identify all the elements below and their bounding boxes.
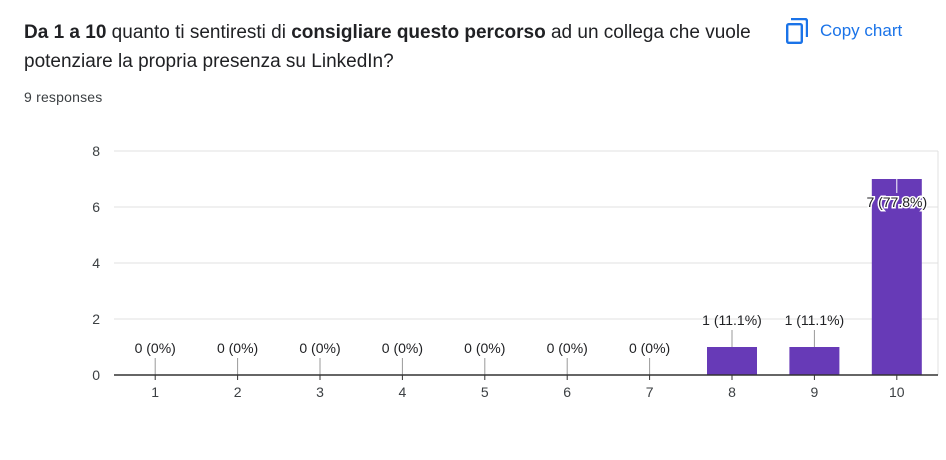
bar-data-label: 7 (77.8%): [866, 194, 927, 210]
copy-chart-button[interactable]: Copy chart: [786, 16, 902, 46]
question-part: consigliare questo percorso: [291, 22, 546, 43]
bar-data-label: 1 (11.1%): [785, 312, 845, 328]
x-tick-label: 4: [399, 384, 407, 400]
y-tick-label: 6: [92, 199, 100, 215]
x-tick-label: 8: [728, 384, 736, 400]
bar-data-label: 0 (0%): [547, 340, 588, 356]
bar-data-label: 0 (0%): [217, 340, 258, 356]
y-tick-label: 2: [92, 311, 100, 327]
copy-icon: [786, 18, 808, 44]
response-count: 9 responses: [24, 89, 103, 105]
bar: [707, 347, 757, 375]
x-tick-label: 1: [151, 384, 159, 400]
y-tick-label: 0: [92, 367, 100, 383]
bar-data-label: 0 (0%): [299, 340, 340, 356]
bar-data-label: 1 (11.1%): [702, 312, 762, 328]
x-tick-label: 9: [811, 384, 819, 400]
copy-chart-label: Copy chart: [820, 21, 903, 40]
question-title: Da 1 a 10 quanto ti sentiresti di consig…: [24, 18, 764, 76]
bar-data-label: 0 (0%): [135, 340, 176, 356]
y-tick-label: 4: [92, 255, 100, 271]
bar-data-label: 0 (0%): [464, 340, 505, 356]
question-part: quanto ti sentiresti di: [106, 22, 292, 43]
x-tick-label: 2: [234, 384, 242, 400]
x-tick-label: 7: [646, 384, 654, 400]
question-part: ad un collega che vuole potenziare la pr…: [24, 22, 751, 72]
bar: [871, 179, 922, 375]
x-tick-label: 5: [481, 384, 489, 400]
question-part: Da 1 a 10: [24, 22, 107, 43]
y-tick-label: 8: [92, 143, 100, 159]
x-tick-label: 6: [563, 384, 571, 400]
x-tick-label: 3: [316, 384, 324, 400]
bar: [789, 347, 840, 375]
bar-data-label: 0 (0%): [382, 340, 423, 356]
bar-data-label: 0 (0%): [629, 340, 670, 356]
x-tick-label: 10: [889, 384, 905, 400]
